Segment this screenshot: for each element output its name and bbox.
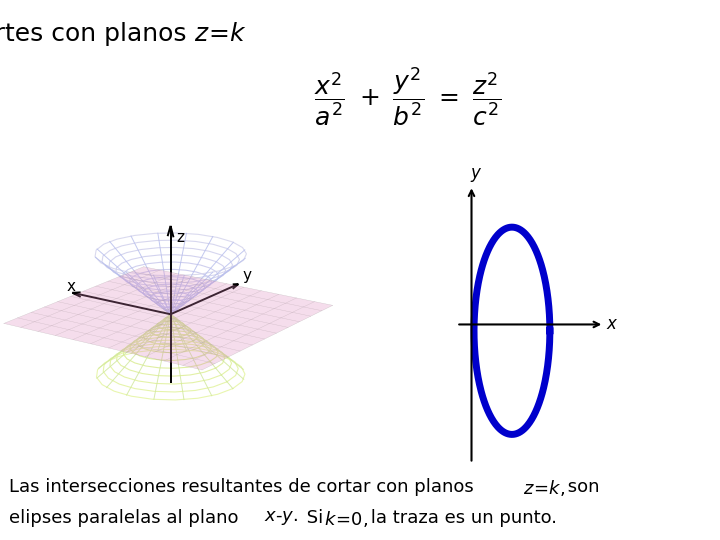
Text: Cortes con planos: Cortes con planos bbox=[0, 22, 194, 45]
Text: la traza es un punto.: la traza es un punto. bbox=[365, 509, 557, 526]
Text: son: son bbox=[562, 478, 599, 496]
Text: $x\text{-}y.$: $x\text{-}y.$ bbox=[264, 509, 298, 526]
Text: Si: Si bbox=[301, 509, 329, 526]
Text: x: x bbox=[607, 315, 616, 334]
Text: $z\!=\!k$: $z\!=\!k$ bbox=[194, 22, 248, 45]
Text: $z\!=\!k,$: $z\!=\!k,$ bbox=[523, 478, 565, 498]
Text: y: y bbox=[470, 164, 480, 181]
Text: Las intersecciones resultantes de cortar con planos: Las intersecciones resultantes de cortar… bbox=[9, 478, 480, 496]
Text: $\dfrac{x^2}{a^2}\ +\ \dfrac{y^2}{b^2}\ =\ \dfrac{z^2}{c^2}$: $\dfrac{x^2}{a^2}\ +\ \dfrac{y^2}{b^2}\ … bbox=[314, 65, 501, 128]
Text: elipses paralelas al plano: elipses paralelas al plano bbox=[9, 509, 245, 526]
Text: $k\!=\!0,$: $k\!=\!0,$ bbox=[324, 509, 368, 529]
